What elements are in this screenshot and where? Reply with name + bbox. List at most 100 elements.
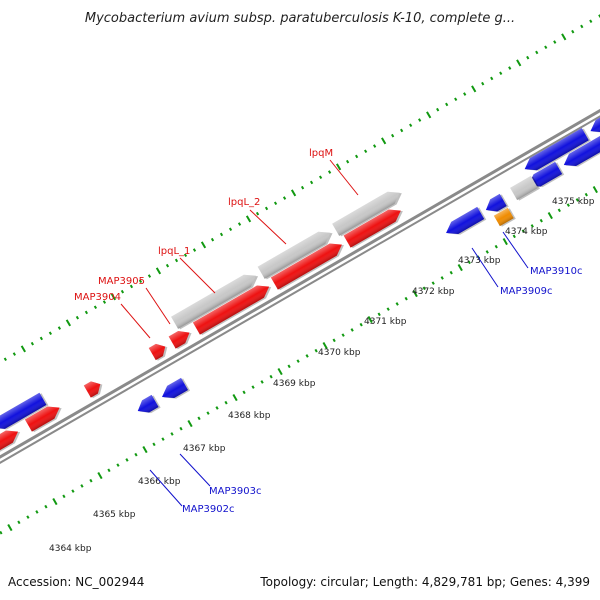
outer-tick bbox=[327, 170, 332, 174]
leader-MAP3904 bbox=[120, 303, 151, 339]
inner-tick bbox=[404, 296, 408, 301]
gene-map3910c-block[interactable] bbox=[510, 175, 540, 201]
inner-tick bbox=[305, 354, 309, 358]
inner-tick bbox=[431, 281, 435, 285]
outer-tick bbox=[373, 144, 377, 148]
gene-reverse-arrow[interactable] bbox=[525, 161, 565, 193]
gene-map3905-arrow[interactable] bbox=[168, 326, 195, 350]
inner-tick bbox=[350, 328, 354, 332]
outer-tick bbox=[264, 206, 269, 211]
gene-map3902c-arrow[interactable] bbox=[134, 394, 161, 418]
gene-label-MAP3905[interactable]: MAP3905 bbox=[98, 276, 145, 287]
genome-summary-text: Topology: circular; Length: 4,829,781 bp… bbox=[259, 575, 590, 589]
inner-tick bbox=[566, 203, 570, 207]
inner-tick bbox=[341, 333, 345, 337]
gene-pseudo-arrow-shade bbox=[257, 231, 331, 279]
inner-tick bbox=[107, 468, 111, 473]
inner-tick bbox=[539, 218, 543, 223]
outer-tick bbox=[354, 154, 359, 159]
inner-tick bbox=[206, 411, 210, 415]
outer-tick bbox=[290, 189, 297, 197]
gene-reverse-arrow[interactable] bbox=[0, 392, 49, 435]
gene-reverse-arrow-shade bbox=[524, 128, 589, 171]
gene-forward-arrow-shade bbox=[0, 430, 19, 463]
outer-tick bbox=[273, 201, 278, 206]
gene-forward-arrow[interactable] bbox=[24, 401, 65, 433]
outer-tick bbox=[463, 92, 467, 96]
gene-forward-arrow[interactable] bbox=[0, 425, 24, 464]
gene-lpqL-2-arrow[interactable] bbox=[270, 238, 348, 291]
gene-label-lpqM[interactable]: lpqM bbox=[309, 148, 333, 159]
outer-tick bbox=[228, 227, 233, 232]
gene-pseudo-arrow[interactable] bbox=[171, 269, 261, 330]
gene-label-lpqL-2[interactable]: lpqL_2 bbox=[228, 197, 260, 208]
outer-tick bbox=[571, 29, 575, 34]
gene-map3910c-block-shade bbox=[510, 175, 538, 201]
gene-reverse-arrow[interactable] bbox=[482, 193, 509, 217]
gene-lpqM-arrow[interactable] bbox=[343, 204, 407, 249]
outer-tick bbox=[309, 180, 314, 185]
inner-tick bbox=[467, 260, 471, 265]
inner-tick bbox=[575, 198, 579, 202]
gene-label-lpqL-1[interactable]: lpqL_1 bbox=[158, 246, 190, 257]
gene-label-MAP3910c[interactable]: MAP3910c bbox=[530, 266, 582, 277]
gene-reverse-arrow[interactable] bbox=[521, 127, 591, 176]
outer-tick bbox=[155, 267, 162, 275]
outer-tick bbox=[12, 352, 16, 356]
gene-forward-arrow[interactable] bbox=[83, 377, 106, 399]
inner-tick bbox=[142, 446, 148, 454]
gene-forward-arrow-shade bbox=[83, 381, 101, 398]
inner-tick bbox=[260, 380, 264, 384]
outer-tick bbox=[318, 175, 323, 180]
inner-tick bbox=[332, 338, 336, 343]
inner-tick bbox=[530, 224, 534, 228]
outer-tick bbox=[400, 128, 404, 133]
outer-tick bbox=[75, 315, 80, 320]
outer-tick bbox=[481, 81, 485, 86]
inner-tick bbox=[187, 420, 193, 428]
outer-tick bbox=[445, 102, 449, 107]
gene-pseudo-arrow[interactable] bbox=[257, 226, 336, 280]
inner-tick bbox=[422, 286, 426, 291]
gene-map3909c-arrow[interactable] bbox=[443, 206, 487, 240]
gene-pseudo-arrow[interactable] bbox=[332, 186, 405, 237]
leader-lpqL-2 bbox=[249, 209, 287, 245]
outer-tick bbox=[120, 289, 125, 294]
inner-tick bbox=[412, 290, 418, 298]
backbone bbox=[0, 76, 600, 504]
inner-tick bbox=[52, 498, 58, 506]
gene-reverse-arrow[interactable] bbox=[560, 134, 600, 173]
outer-tick bbox=[65, 319, 72, 327]
gene-lpqL-1-arrow[interactable] bbox=[192, 280, 275, 336]
outer-tick bbox=[589, 19, 593, 24]
outer-tick bbox=[418, 118, 422, 122]
outer-tick bbox=[499, 71, 503, 76]
inner-tick bbox=[296, 359, 300, 363]
gene-reverse-arrow-shade bbox=[485, 193, 507, 212]
accession-text: Accession: NC_002944 bbox=[8, 575, 144, 589]
gene-map3904-arrow[interactable] bbox=[148, 340, 171, 362]
inner-tick bbox=[215, 406, 219, 410]
outer-tick bbox=[580, 24, 584, 29]
scale-label-4372: 4372 kbp bbox=[412, 287, 455, 297]
inner-tick bbox=[547, 212, 553, 220]
leader-MAP3902c bbox=[149, 469, 183, 507]
gene-reverse-arrow-shade bbox=[563, 134, 600, 167]
inner-tick bbox=[0, 530, 3, 535]
outer-tick bbox=[245, 215, 252, 223]
inner-tick bbox=[322, 342, 328, 350]
inner-tick bbox=[242, 390, 246, 395]
gene-label-MAP3903c[interactable]: MAP3903c bbox=[209, 486, 261, 497]
gene-label-MAP3904[interactable]: MAP3904 bbox=[74, 292, 121, 303]
gene-map3903c-arrow[interactable] bbox=[159, 377, 191, 404]
gene-label-MAP3902c[interactable]: MAP3902c bbox=[182, 504, 234, 515]
leader-lpqL-1 bbox=[179, 257, 216, 294]
gene-label-MAP3909c[interactable]: MAP3909c bbox=[500, 286, 552, 297]
outer-tick bbox=[345, 159, 350, 164]
gene-rna-block[interactable] bbox=[493, 207, 516, 227]
inner-tick bbox=[557, 208, 561, 213]
scale-label-4369: 4369 kbp bbox=[273, 379, 316, 389]
inner-tick bbox=[170, 432, 174, 436]
outer-tick bbox=[129, 284, 134, 289]
outer-tick bbox=[210, 237, 215, 242]
